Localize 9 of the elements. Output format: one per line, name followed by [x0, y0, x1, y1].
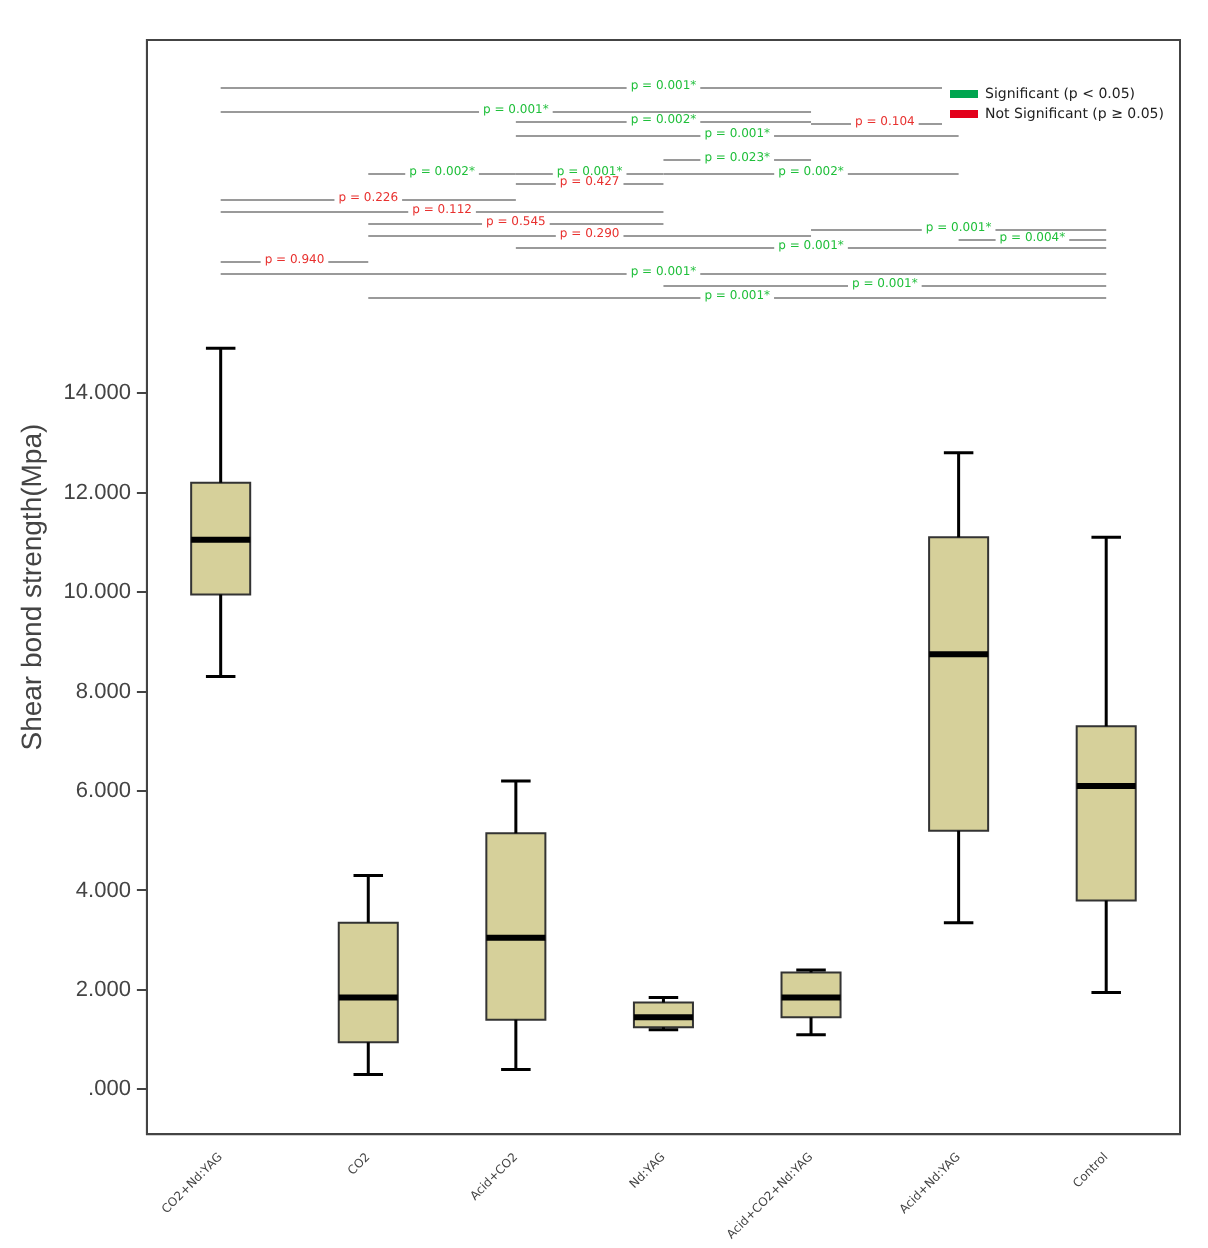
y-tick-label: 4.000 [75, 878, 131, 903]
y-tick-label: 2.000 [75, 978, 131, 1003]
y-tick-label: 12.000 [63, 480, 131, 505]
y-tick-label: 6.000 [75, 779, 131, 804]
y-tick-label: 14.000 [63, 381, 131, 406]
y-tick-label: 8.000 [75, 679, 131, 704]
y-tick-label: 10.000 [63, 580, 131, 605]
y-axis-title: Shear bond strength(Mpa) [14, 423, 47, 751]
y-tick-label: .000 [88, 1077, 131, 1102]
